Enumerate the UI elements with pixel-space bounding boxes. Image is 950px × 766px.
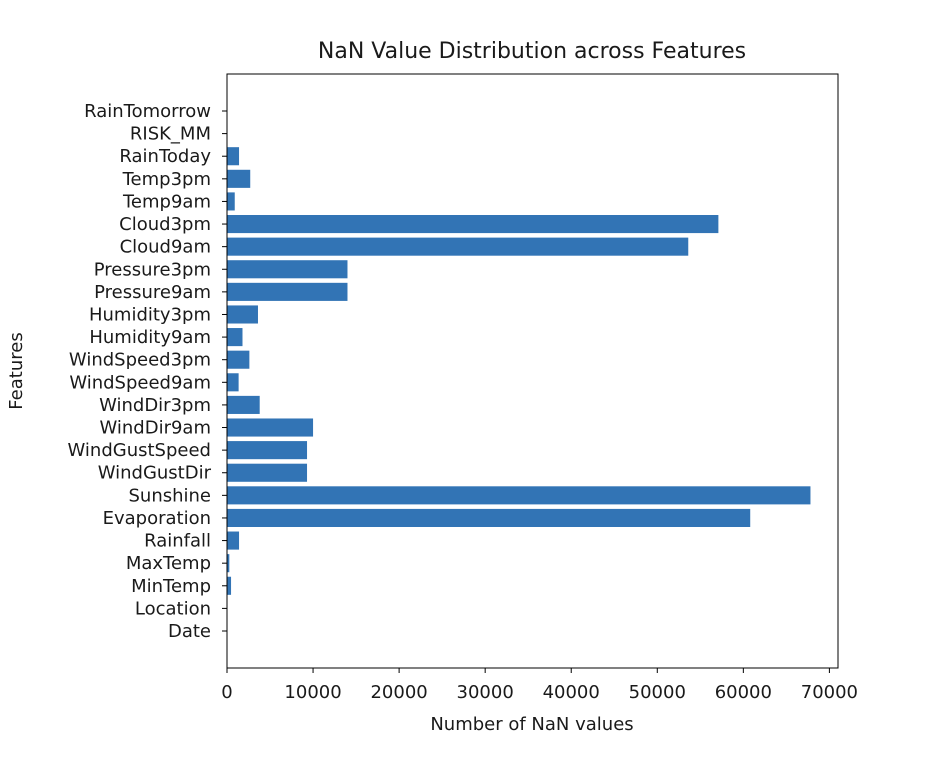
- bar-winddir9am: [227, 418, 314, 437]
- plot-frame: [226, 73, 839, 669]
- bar-windspeed9am: [227, 373, 239, 392]
- bar-sunshine: [227, 486, 811, 505]
- y-tick-label: Cloud3pm: [119, 214, 211, 235]
- bar-humidity3pm: [227, 305, 258, 324]
- bar-winddir3pm: [227, 395, 260, 414]
- bar-windgustdir: [227, 463, 308, 482]
- bar-humidity9am: [227, 328, 243, 347]
- x-tick-label: 40000: [543, 682, 600, 703]
- x-tick-label: 60000: [715, 682, 772, 703]
- bar-pressure3pm: [227, 260, 348, 279]
- y-tick-label: Cloud9am: [120, 237, 211, 258]
- y-tick-label: Rainfall: [144, 531, 211, 552]
- x-tick-label: 20000: [370, 682, 427, 703]
- y-tick-label: WindDir3pm: [99, 395, 211, 416]
- chart-title: NaN Value Distribution across Features: [318, 39, 746, 64]
- y-tick-label: WindSpeed9am: [69, 372, 211, 393]
- bar-temp3pm: [227, 169, 251, 188]
- bar-rainfall: [227, 531, 240, 550]
- x-axis-ticks: 0 10000 20000 30000 40000 50000 60000 70000: [221, 668, 858, 703]
- y-tick-label: Date: [168, 621, 211, 642]
- x-tick-label: 70000: [801, 682, 858, 703]
- y-axis-title: Features: [6, 332, 27, 409]
- y-tick-label: Humidity3pm: [89, 304, 211, 325]
- bar-windgustspeed: [227, 441, 308, 460]
- y-tick-label: Humidity9am: [89, 327, 211, 348]
- x-axis-title: Number of NaN values: [430, 714, 633, 735]
- y-tick-label: Pressure9am: [94, 282, 211, 303]
- y-tick-label: Evaporation: [103, 508, 211, 529]
- y-axis-ticks: DateLocationMinTempMaxTempRainfallEvapor…: [68, 101, 227, 642]
- y-tick-label: Sunshine: [128, 485, 211, 506]
- y-tick-label: RISK_MM: [130, 124, 211, 145]
- x-tick-label: 30000: [457, 682, 514, 703]
- bar-cloud9am: [227, 237, 689, 256]
- y-tick-label: MaxTemp: [126, 553, 211, 574]
- y-tick-label: Temp9am: [122, 191, 211, 212]
- x-tick-label: 0: [221, 682, 232, 703]
- bar-windspeed3pm: [227, 350, 250, 369]
- x-tick-label: 10000: [284, 682, 341, 703]
- bar-pressure9am: [227, 282, 348, 301]
- y-tick-label: Temp3pm: [122, 169, 211, 190]
- bar-maxtemp: [227, 554, 230, 573]
- y-tick-label: RainToday: [119, 146, 211, 167]
- bar-cloud3pm: [227, 215, 719, 234]
- x-tick-label: 50000: [629, 682, 686, 703]
- bars-layer: [227, 147, 811, 595]
- bar-mintemp: [227, 576, 232, 595]
- y-tick-label: WindSpeed3pm: [69, 350, 211, 371]
- y-tick-label: WindGustSpeed: [68, 440, 211, 461]
- bar-raintoday: [227, 147, 240, 166]
- y-tick-label: WindGustDir: [98, 463, 212, 484]
- y-tick-label: Location: [135, 598, 211, 619]
- y-tick-label: RainTomorrow: [84, 101, 211, 122]
- y-tick-label: Pressure3pm: [94, 259, 211, 280]
- bar-temp9am: [227, 192, 235, 211]
- y-tick-label: WindDir9am: [99, 418, 211, 439]
- y-tick-label: MinTemp: [131, 576, 211, 597]
- bar-evaporation: [227, 508, 751, 527]
